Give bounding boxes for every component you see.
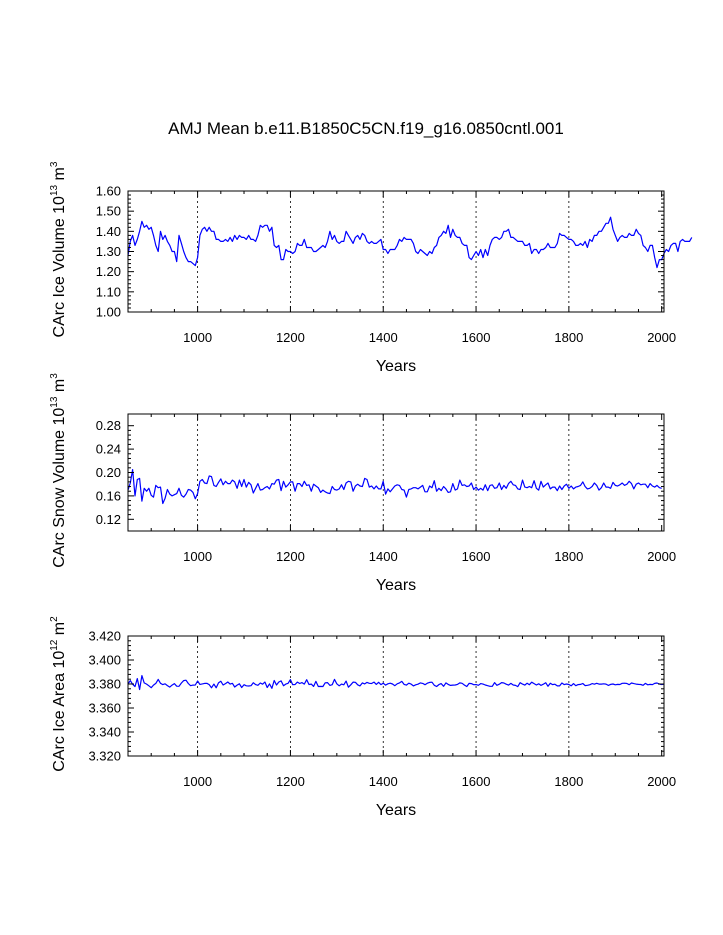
y-axis-label: CArc Snow Volume 1013 m3 xyxy=(49,373,68,568)
data-line-ice-area xyxy=(127,674,665,691)
y-tick-label: 1.40 xyxy=(96,224,121,239)
y-tick-label: 3.420 xyxy=(88,629,121,644)
panel-snow-volume: 1000 1200 1400 1600 1800 2000 0.12 0.16 0.20 0.24… xyxy=(49,373,676,594)
y-tick-label: 3.380 xyxy=(88,677,121,692)
y-tick-label: 0.28 xyxy=(96,418,121,433)
x-tick-label: 1200 xyxy=(276,330,305,345)
plot-frame xyxy=(127,413,665,532)
plot-frame xyxy=(127,190,665,313)
y-tick-label: 0.24 xyxy=(96,442,121,457)
data-line-ice-volume xyxy=(127,216,693,269)
y-tick-label: 1.50 xyxy=(96,204,121,219)
y-tick-label: 1.20 xyxy=(96,264,121,279)
panel-ice-area: 1000 1200 1400 1600 1800 2000 3.320 3.340 3.360 3… xyxy=(49,616,676,819)
y-tick-label: 0.16 xyxy=(96,488,121,503)
x-tick-label: 1800 xyxy=(554,549,583,564)
x-tick-label: 1000 xyxy=(183,330,212,345)
x-tick-label: 2000 xyxy=(647,774,676,789)
x-tick-label: 1400 xyxy=(369,774,398,789)
y-tick-label: 1.10 xyxy=(96,284,121,299)
x-tick-label: 1000 xyxy=(183,774,212,789)
x-tick-label: 1800 xyxy=(554,330,583,345)
x-tick-label: 1000 xyxy=(183,549,212,564)
x-tick-label: 1600 xyxy=(462,549,491,564)
panel-ice-volume: 1000 1200 1400 1600 1800 2000 1.00 1.10 1.20 1.30… xyxy=(49,161,693,375)
y-tick-label: 0.12 xyxy=(96,512,121,527)
y-tick-label: 3.360 xyxy=(88,701,121,716)
data-line-snow-volume xyxy=(127,469,662,505)
y-tick-label: 3.340 xyxy=(88,725,121,740)
x-tick-label: 1600 xyxy=(462,774,491,789)
y-tick-label: 3.320 xyxy=(88,749,121,764)
y-tick-label: 3.400 xyxy=(88,653,121,668)
y-tick-label: 0.20 xyxy=(96,465,121,480)
y-tick-label: 1.00 xyxy=(96,305,121,320)
x-tick-label: 1200 xyxy=(276,549,305,564)
x-tick-label: 1600 xyxy=(462,330,491,345)
x-tick-label: 2000 xyxy=(647,330,676,345)
y-tick-label: 1.60 xyxy=(96,184,121,199)
x-tick-label: 2000 xyxy=(647,549,676,564)
chart-title: AMJ Mean b.e11.B1850C5CN.f19_g16.0850cnt… xyxy=(168,119,564,138)
x-axis-label: Years xyxy=(376,358,416,375)
x-tick-label: 1200 xyxy=(276,774,305,789)
plot-frame xyxy=(127,635,665,757)
y-axis-label: CArc Ice Volume 1013 m3 xyxy=(49,161,68,337)
y-axis-label: CArc Ice Area 1012 m2 xyxy=(49,616,68,772)
x-tick-label: 1400 xyxy=(369,549,398,564)
y-tick-label: 1.30 xyxy=(96,244,121,259)
x-tick-label: 1400 xyxy=(369,330,398,345)
x-axis-label: Years xyxy=(376,802,416,819)
x-axis-label: Years xyxy=(376,577,416,594)
x-tick-label: 1800 xyxy=(554,774,583,789)
